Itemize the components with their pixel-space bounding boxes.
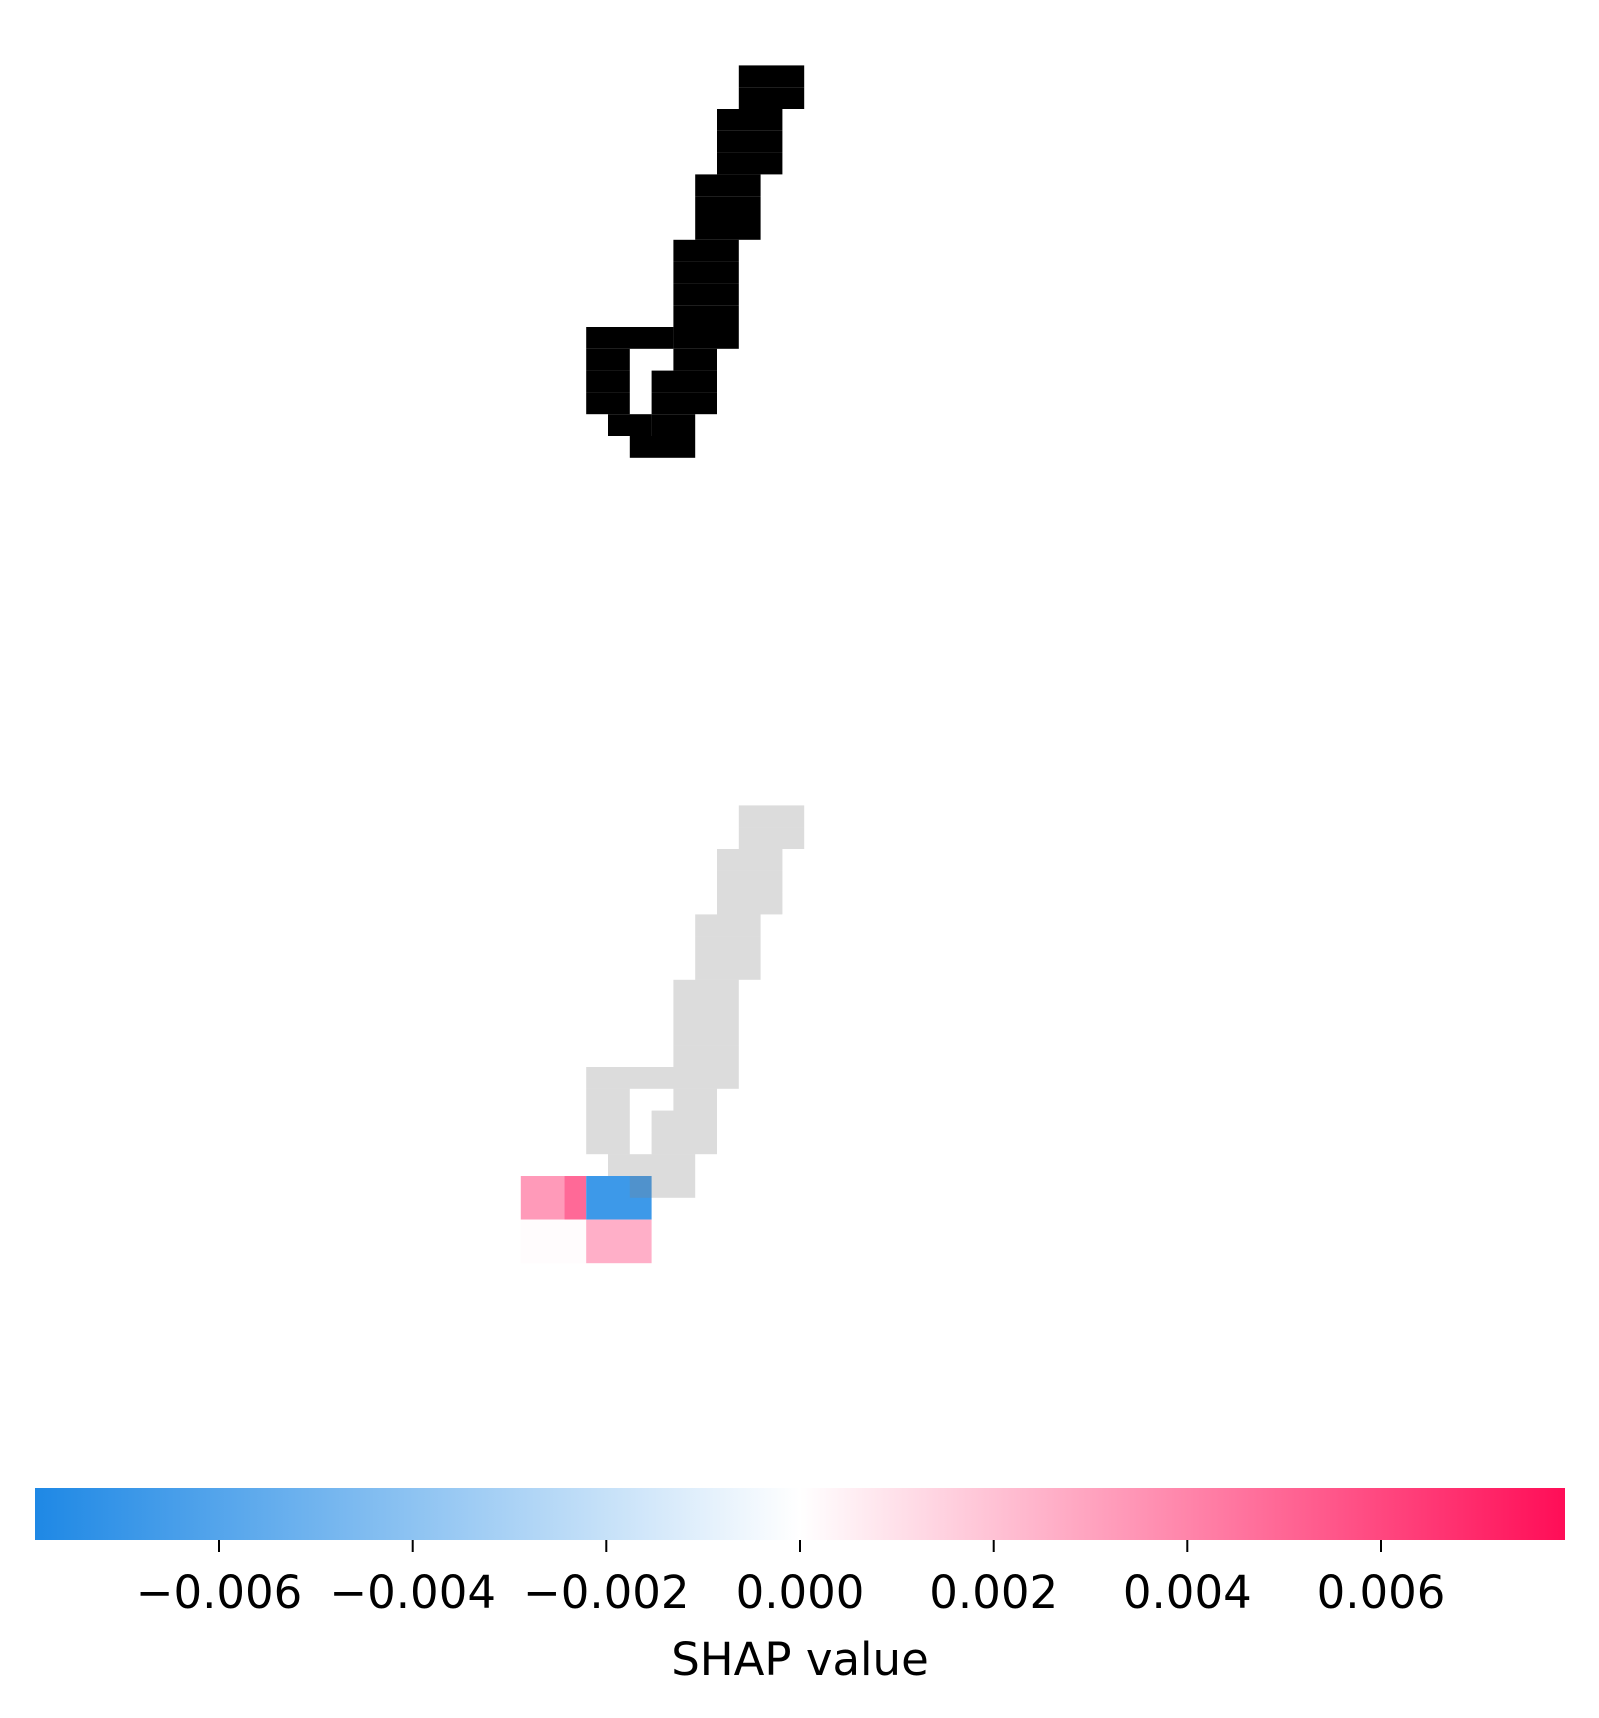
- ink-pixel-run: [673, 348, 717, 371]
- ink-pixel-run: [673, 1001, 739, 1024]
- ink-pixel-run: [651, 1154, 696, 1176]
- shap-cell: [520, 1219, 587, 1264]
- ink-pixel-run: [673, 1045, 739, 1067]
- colorbar-tick-label: 0.000: [736, 1566, 865, 1619]
- ink-pixel-run: [717, 849, 783, 871]
- ink-pixel-run: [673, 1023, 739, 1046]
- input-digit-panel: [586, 65, 805, 458]
- ink-pixel-run: [695, 218, 761, 240]
- ink-pixel-run: [586, 327, 674, 349]
- ink-pixel-run: [651, 370, 717, 393]
- ink-pixel-run: [673, 1088, 717, 1111]
- shap-cell: [586, 1176, 652, 1220]
- ink-pixel-run: [651, 1110, 717, 1133]
- ink-pixel-run: [629, 436, 696, 458]
- shap-overlay-panel: [520, 805, 805, 1264]
- ink-pixel-run: [673, 979, 739, 1002]
- ink-pixel-run: [695, 174, 761, 197]
- ink-pixel-run: [673, 283, 739, 306]
- colorbar-tick-label: 0.004: [1123, 1566, 1252, 1619]
- ink-pixel-run: [738, 827, 805, 849]
- ink-pixel-run: [629, 1176, 696, 1198]
- ink-pixel-run: [717, 892, 783, 915]
- colorbar-tick-label: 0.002: [929, 1566, 1058, 1619]
- shap-cell: [564, 1176, 587, 1220]
- ink-pixel-run: [608, 1154, 652, 1176]
- ink-pixel-run: [673, 239, 739, 262]
- shap-cell: [586, 1219, 652, 1264]
- ink-pixel-run: [695, 196, 761, 218]
- ink-pixel-run: [586, 1067, 674, 1089]
- colorbar-tick-label: −0.002: [523, 1566, 690, 1619]
- ink-pixel-run: [586, 1110, 630, 1133]
- ink-pixel-run: [673, 305, 739, 327]
- ink-pixel-run: [695, 958, 761, 980]
- ink-pixel-run: [586, 392, 630, 415]
- ink-pixel-run: [673, 327, 739, 349]
- ink-pixel-run: [651, 1132, 717, 1155]
- ink-pixel-run: [738, 805, 805, 828]
- ink-pixel-run: [738, 65, 805, 88]
- ink-pixel-run: [608, 414, 652, 436]
- ink-pixel-run: [673, 1067, 739, 1089]
- ink-pixel-run: [695, 936, 761, 958]
- colorbar-ticks: −0.006 −0.004 −0.002 0.000 0.002 0.004 0.006: [136, 1540, 1446, 1619]
- colorbar: [35, 1488, 1565, 1540]
- ink-pixel-run: [738, 87, 805, 109]
- ink-pixel-run: [651, 414, 696, 436]
- colorbar-tick-label: 0.006: [1317, 1566, 1446, 1619]
- ink-pixel-run: [586, 348, 630, 371]
- colorbar-gradient: [35, 1488, 1565, 1540]
- shap-cell: [520, 1176, 565, 1220]
- ink-pixel-run: [586, 370, 630, 393]
- ink-pixel-run: [586, 1088, 630, 1111]
- ink-pixel-run: [717, 130, 783, 153]
- ink-pixel-run: [586, 1132, 630, 1155]
- ink-pixel-run: [717, 870, 783, 893]
- ink-pixel-run: [717, 152, 783, 175]
- colorbar-tick-label: −0.006: [136, 1566, 303, 1619]
- ink-pixel-run: [717, 109, 783, 131]
- ink-pixel-run: [695, 914, 761, 937]
- ink-pixel-run: [651, 392, 717, 415]
- colorbar-tick-label: −0.004: [329, 1566, 496, 1619]
- ink-pixel-run: [673, 261, 739, 284]
- colorbar-label: SHAP value: [671, 1633, 929, 1686]
